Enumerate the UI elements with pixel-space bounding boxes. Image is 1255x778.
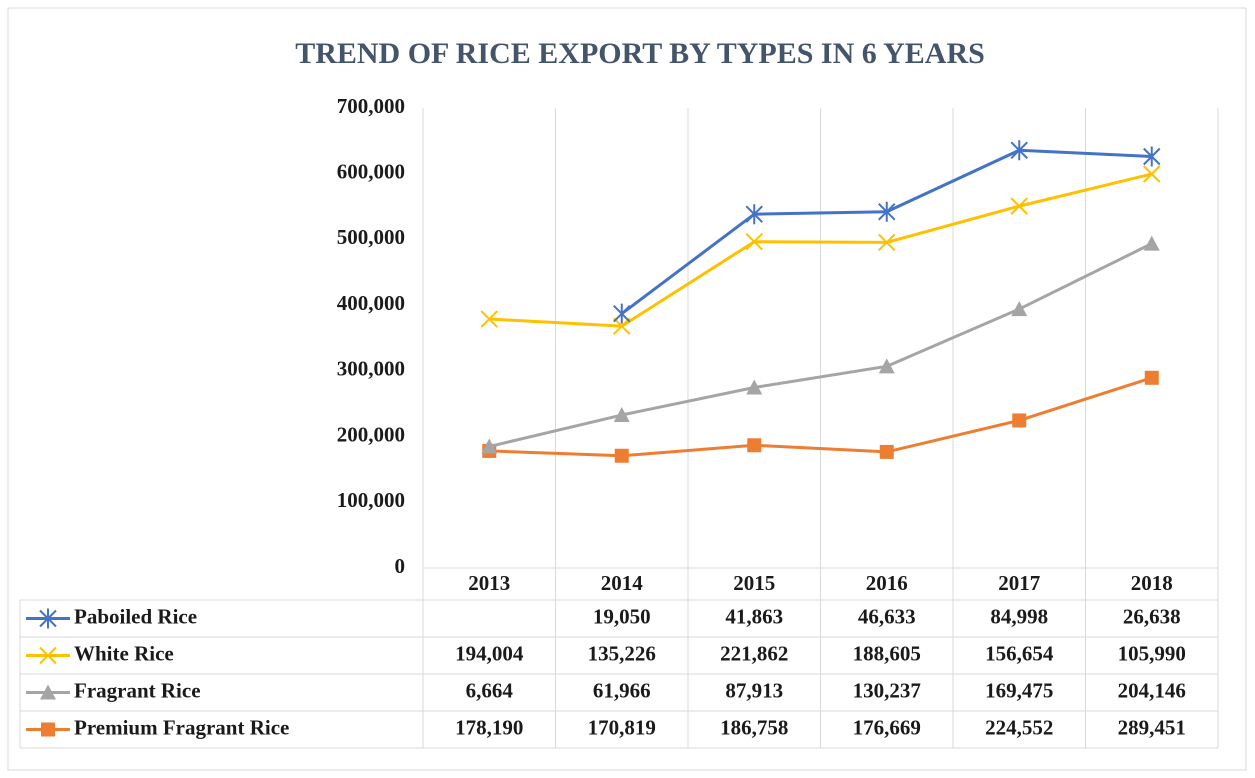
series-marker: [1143, 235, 1160, 251]
legend-marker: [39, 646, 57, 665]
y-tick-label: 0: [395, 554, 406, 578]
chart-frame: [7, 7, 1247, 771]
table-value: 156,654: [985, 641, 1054, 665]
y-tick-label: 400,000: [337, 291, 405, 315]
series-line: [489, 172, 1153, 328]
series-marker: [1144, 370, 1159, 385]
table-value: 194,004: [455, 641, 524, 665]
table-value: 130,237: [853, 678, 921, 702]
x-tick-label: 2018: [1131, 571, 1173, 595]
series-marker: [1143, 146, 1161, 167]
x-tick-label: 2013: [468, 571, 510, 595]
table-value: 41,863: [725, 604, 783, 628]
x-tick-label: 2014: [601, 571, 644, 595]
x-tick-label: 2016: [866, 571, 908, 595]
series-marker: [613, 303, 631, 324]
legend-label: Fragrant Rice: [74, 678, 201, 702]
table-value: 61,966: [593, 678, 651, 702]
table-value: 105,990: [1118, 641, 1186, 665]
table-value: 169,475: [985, 678, 1053, 702]
y-tick-label: 500,000: [337, 225, 405, 249]
series-marker: [1011, 301, 1028, 317]
legend-marker: [40, 684, 56, 700]
y-tick-label: 600,000: [337, 160, 405, 184]
series-marker: [613, 407, 630, 423]
legend-label: Premium Fragrant Rice: [74, 715, 289, 739]
series-marker: [481, 438, 498, 454]
table-value: 170,819: [588, 715, 656, 739]
table-value: 84,998: [990, 604, 1048, 628]
legend-label: Paboiled Rice: [74, 604, 197, 628]
series-marker: [878, 358, 895, 374]
series-marker: [745, 232, 763, 251]
table-value: 26,638: [1123, 604, 1181, 628]
legend-marker: [39, 608, 57, 629]
series-marker: [613, 317, 631, 335]
y-tick-label: 700,000: [337, 94, 405, 118]
table-value: 289,451: [1118, 715, 1186, 739]
table-value: 221,862: [720, 641, 788, 665]
series-marker: [879, 444, 894, 459]
legend-marker: [41, 722, 55, 737]
table-value: 204,146: [1118, 678, 1186, 702]
table-value: 224,552: [985, 715, 1053, 739]
y-tick-label: 300,000: [337, 357, 405, 381]
table-value: 186,758: [720, 715, 788, 739]
chart-title: TREND OF RICE EXPORT BY TYPES IN 6 YEARS: [295, 37, 985, 70]
series-marker: [747, 438, 762, 453]
series-marker: [878, 233, 896, 252]
table-value: 6,664: [466, 678, 514, 702]
series-marker: [480, 310, 498, 328]
series-marker: [1010, 140, 1028, 161]
y-tick-label: 100,000: [337, 488, 405, 512]
x-tick-label: 2015: [733, 571, 775, 595]
table-value: 188,605: [853, 641, 921, 665]
series-line: [488, 242, 1153, 448]
series-marker: [1143, 165, 1161, 183]
table-value: 135,226: [588, 641, 656, 665]
series-marker: [746, 379, 763, 395]
legend-label: White Rice: [74, 641, 174, 665]
table-value: 178,190: [455, 715, 523, 739]
series-marker: [878, 201, 896, 222]
table-value: 46,633: [858, 604, 916, 628]
table-value: 176,669: [853, 715, 921, 739]
table-value: 87,913: [725, 678, 783, 702]
x-tick-label: 2017: [998, 571, 1040, 595]
y-tick-label: 200,000: [337, 422, 405, 446]
series-marker: [614, 448, 629, 463]
series-line: [489, 376, 1153, 458]
series-marker: [1010, 197, 1028, 215]
series-marker: [745, 204, 763, 225]
series-marker: [1012, 413, 1027, 428]
table-value: 19,050: [593, 604, 651, 628]
